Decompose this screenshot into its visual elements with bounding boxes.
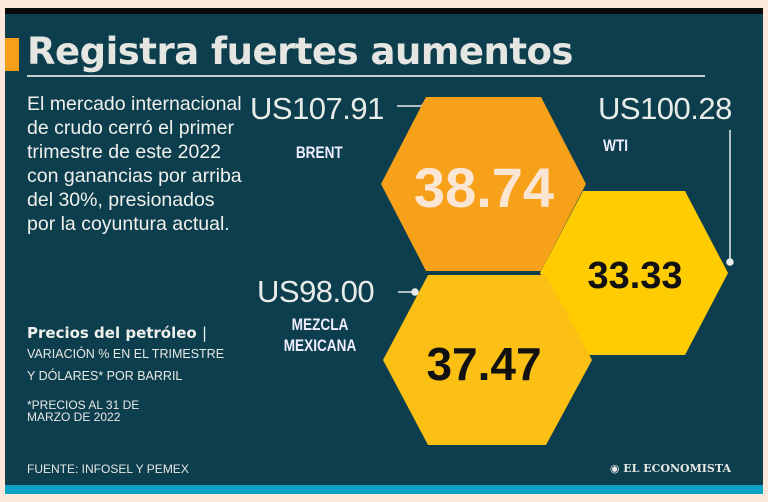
subtitle-text: Precios del petróleo bbox=[27, 324, 197, 342]
hexagon-brent bbox=[381, 97, 586, 271]
hexagon-mezcla bbox=[383, 275, 592, 445]
logo-text: EL ECONOMISTA bbox=[623, 462, 731, 475]
intro-text: El mercado internacional de crudo cerró … bbox=[27, 93, 242, 235]
brent-label: BRENT bbox=[295, 143, 343, 162]
wti-price: US100.28 bbox=[598, 91, 732, 126]
mezcla-price: US98.00 bbox=[257, 274, 375, 309]
subtitle: Precios del petróleo | bbox=[27, 324, 207, 342]
brent-price: US107.91 bbox=[250, 91, 384, 126]
hexagon-wti bbox=[540, 191, 728, 355]
wti-label: WTI bbox=[603, 136, 629, 155]
mezcla-leader-dot bbox=[411, 288, 419, 296]
subtitle-separator: | bbox=[201, 324, 208, 342]
title-rule bbox=[27, 75, 705, 77]
subtitle-desc-2: Y DÓLARES* POR BARRIL bbox=[27, 369, 183, 383]
note-2: MARZO DE 2022 bbox=[27, 410, 121, 424]
note-1: *PRECIOS AL 31 DE bbox=[27, 398, 140, 412]
wti-leader-dot bbox=[726, 258, 734, 266]
mezcla-value: 37.47 bbox=[426, 338, 541, 390]
title-accent bbox=[5, 38, 19, 71]
logo: ◉ EL ECONOMISTA bbox=[609, 462, 731, 475]
mezcla-label-1: MEZCLA bbox=[291, 315, 349, 334]
bottom-bar bbox=[5, 485, 763, 494]
brent-value: 38.74 bbox=[414, 156, 554, 219]
source: FUENTE: INFOSEL Y PEMEX bbox=[27, 462, 189, 476]
wti-value: 33.33 bbox=[587, 255, 682, 297]
mezcla-label-2: MEXICANA bbox=[283, 336, 357, 355]
subtitle-desc-1: VARIACIÓN % EN EL TRIMESTRE bbox=[27, 347, 225, 361]
page-title: Registra fuertes aumentos bbox=[27, 30, 573, 73]
mezcla-label: MEZCLA MEXICANA bbox=[280, 314, 360, 356]
top-bar bbox=[5, 8, 763, 14]
